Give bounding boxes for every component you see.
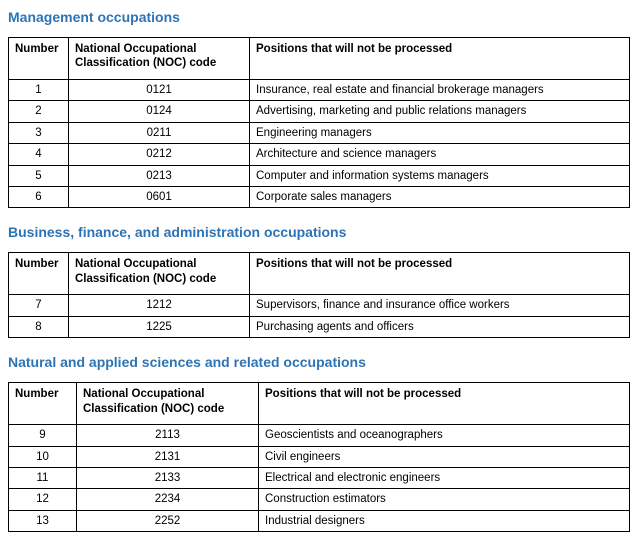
row-position: Corporate sales managers [249, 185, 630, 209]
table-row: 11 2133 Electrical and electronic engine… [8, 467, 630, 490]
section-natural-applied-sciences-occupations: Natural and applied sciences and related… [8, 354, 630, 533]
column-header-positions: Positions that will not be processed [249, 37, 630, 81]
row-number: 8 [8, 315, 69, 339]
row-number: 9 [8, 424, 77, 447]
row-noc-code: 0121 [68, 79, 250, 102]
table-header-row: Number National Occupational Classificat… [8, 37, 630, 81]
section-heading: Management occupations [8, 9, 180, 25]
row-number: 10 [8, 445, 77, 469]
row-position: Civil engineers [258, 445, 630, 469]
column-header-noc-code: National Occupational Classification (NO… [68, 252, 250, 296]
column-header-noc-code: National Occupational Classification (NO… [68, 37, 250, 81]
row-position: Insurance, real estate and financial bro… [249, 79, 630, 102]
table-row: 8 1225 Purchasing agents and officers [8, 315, 630, 339]
row-number: 6 [8, 185, 69, 209]
row-position: Geoscientists and oceanographers [258, 424, 630, 447]
row-position: Advertising, marketing and public relati… [249, 100, 630, 123]
table-row: 4 0212 Architecture and science managers [8, 143, 630, 166]
row-position: Industrial designers [258, 509, 630, 533]
column-header-number: Number [8, 382, 77, 426]
row-number: 5 [8, 164, 69, 187]
row-noc-code: 0213 [68, 164, 250, 187]
column-header-number: Number [8, 252, 69, 296]
row-noc-code: 0124 [68, 100, 250, 123]
column-header-number: Number [8, 37, 69, 81]
management-noc-table: Number National Occupational Classificat… [8, 37, 630, 209]
row-number: 7 [8, 294, 69, 317]
row-number: 11 [8, 467, 77, 490]
table-header-row: Number National Occupational Classificat… [8, 382, 630, 426]
section-heading: Business, finance, and administration oc… [8, 224, 347, 241]
row-noc-code: 2113 [76, 424, 259, 447]
row-noc-code: 2131 [76, 445, 259, 469]
row-noc-code: 1225 [68, 315, 250, 339]
table-row: 13 2252 Industrial designers [8, 509, 630, 533]
business-finance-noc-table: Number National Occupational Classificat… [8, 252, 630, 339]
row-number: 12 [8, 488, 77, 511]
row-position: Architecture and science managers [249, 143, 630, 166]
table-row: 10 2131 Civil engineers [8, 445, 630, 469]
row-noc-code: 2252 [76, 509, 259, 533]
table-row: 3 0211 Engineering managers [8, 121, 630, 145]
row-position: Computer and information systems manager… [249, 164, 630, 187]
column-header-positions: Positions that will not be processed [249, 252, 630, 296]
row-number: 3 [8, 121, 69, 145]
table-row: 7 1212 Supervisors, finance and insuranc… [8, 294, 630, 317]
natural-sciences-noc-table: Number National Occupational Classificat… [8, 382, 630, 533]
row-noc-code: 2133 [76, 467, 259, 490]
row-noc-code: 0211 [68, 121, 250, 145]
row-position: Engineering managers [249, 121, 630, 145]
row-number: 13 [8, 509, 77, 533]
row-number: 4 [8, 143, 69, 166]
section-management-occupations: Management occupations Number National O… [8, 9, 630, 209]
column-header-noc-code: National Occupational Classification (NO… [76, 382, 259, 426]
row-noc-code: 2234 [76, 488, 259, 511]
row-number: 2 [8, 100, 69, 123]
table-row: 2 0124 Advertising, marketing and public… [8, 100, 630, 123]
row-noc-code: 0601 [68, 185, 250, 209]
table-row: 5 0213 Computer and information systems … [8, 164, 630, 187]
section-heading: Natural and applied sciences and related… [8, 354, 366, 371]
table-row: 6 0601 Corporate sales managers [8, 185, 630, 209]
table-row: 12 2234 Construction estimators [8, 488, 630, 511]
table-row: 1 0121 Insurance, real estate and financ… [8, 79, 630, 102]
row-position: Purchasing agents and officers [249, 315, 630, 339]
section-business-finance-admin-occupations: Business, finance, and administration oc… [8, 224, 630, 339]
row-position: Construction estimators [258, 488, 630, 511]
row-position: Supervisors, finance and insurance offic… [249, 294, 630, 317]
row-noc-code: 0212 [68, 143, 250, 166]
table-header-row: Number National Occupational Classificat… [8, 252, 630, 296]
row-position: Electrical and electronic engineers [258, 467, 630, 490]
row-noc-code: 1212 [68, 294, 250, 317]
column-header-positions: Positions that will not be processed [258, 382, 630, 426]
row-number: 1 [8, 79, 69, 102]
table-row: 9 2113 Geoscientists and oceanographers [8, 424, 630, 447]
